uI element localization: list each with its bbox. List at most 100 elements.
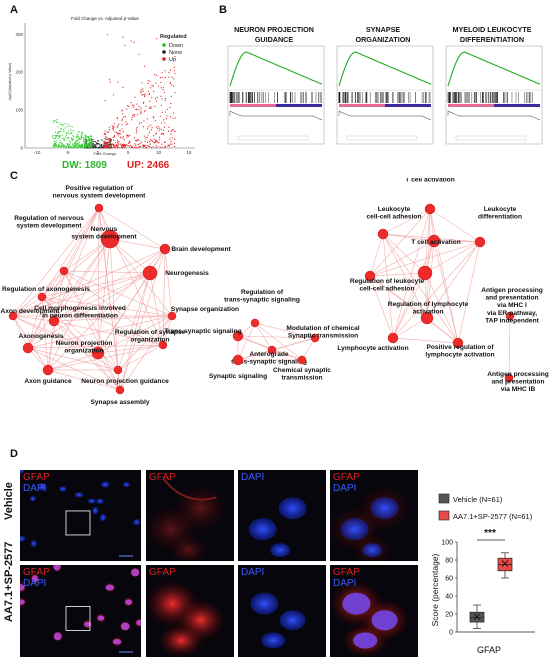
volcano-point-down	[53, 146, 55, 148]
volcano-point-up	[120, 133, 122, 135]
network-node-mod-chem	[310, 333, 320, 343]
volcano-point-up	[133, 104, 135, 106]
volcano-point-up	[148, 92, 151, 95]
volcano-point-up	[162, 129, 165, 132]
volcano-point-none	[98, 147, 100, 149]
panel-label-a: A	[10, 4, 18, 16]
volcano-point-up	[136, 130, 138, 132]
volcano-point-down	[57, 145, 59, 147]
volcano-point-up	[151, 106, 153, 108]
network-edge	[433, 240, 459, 344]
network-node-syn-sig	[232, 354, 244, 366]
volcano-point-down	[56, 121, 58, 123]
volcano-point-up	[171, 136, 173, 139]
volcano-point-down	[74, 146, 76, 148]
channel-label-gfap: GFAP	[333, 472, 360, 483]
network-node-antigen-1	[505, 311, 515, 321]
volcano-point-up	[133, 41, 135, 43]
volcano-point-up	[112, 136, 114, 138]
volcano-point-down	[76, 146, 78, 148]
network-edge	[41, 238, 111, 298]
volcano-point-up	[158, 136, 161, 138]
volcano-point-up	[164, 70, 166, 72]
volcano-point-up	[121, 119, 123, 121]
volcano-point-up	[140, 110, 142, 112]
network-label: Regulation of nervous system development	[14, 215, 84, 230]
volcano-legend-marker	[162, 43, 166, 47]
cell-nucleus	[29, 496, 37, 502]
channel-label-dapi: DAPI	[333, 483, 357, 494]
volcano-point-down	[66, 131, 68, 134]
volcano-point-up	[174, 56, 176, 58]
network-label: Neurogenesis	[165, 270, 209, 277]
volcano-point-none	[92, 145, 94, 147]
network-edge	[41, 296, 164, 346]
volcano-point-up	[126, 136, 128, 138]
network-edge	[119, 248, 166, 391]
network-edge	[369, 275, 394, 339]
cell-nucleus	[20, 599, 25, 605]
network-node-reg-synapse-org	[158, 340, 168, 350]
volcano-x-tick: -10	[34, 150, 41, 155]
channel-label-dapi: DAPI	[333, 578, 357, 589]
volcano-point-down	[80, 132, 83, 134]
volcano-point-up	[169, 143, 171, 145]
channel-label-gfap: GFAP	[333, 567, 360, 578]
volcano-point-up	[122, 113, 124, 115]
volcano-point-down	[59, 139, 61, 141]
network-label: Regulation of lymphocyte activation	[388, 301, 469, 316]
volcano-point-up	[138, 139, 140, 142]
cell-nucleus	[112, 638, 122, 645]
gsea-legend-box	[346, 135, 418, 141]
legend-label-treatment: AA7.1+SP-2577 (N=61)	[453, 512, 533, 521]
cell-nucleus	[362, 543, 383, 558]
gsea-es-curve	[447, 51, 541, 87]
volcano-point-up	[116, 141, 119, 143]
volcano-point-down	[76, 134, 78, 136]
volcano-point-down	[63, 128, 65, 131]
volcano-point-up	[135, 144, 137, 146]
volcano-point-up	[174, 117, 176, 119]
volcano-point-up	[131, 116, 133, 119]
volcano-point-up	[164, 111, 167, 113]
network-edge	[382, 233, 459, 344]
volcano-point-up	[122, 146, 125, 148]
volcano-x-tick: 15	[186, 150, 192, 155]
network-label: Chemical synaptic transmission	[273, 367, 331, 382]
volcano-legend-label: None	[169, 50, 182, 56]
volcano-point-up	[167, 145, 169, 147]
volcano-point-down	[89, 139, 91, 141]
network-edge	[119, 315, 173, 391]
volcano-point-none	[104, 138, 106, 140]
network-edge	[53, 315, 173, 322]
gsea-title: MYELOID LEUKOCYTE	[452, 25, 531, 34]
volcano-point-up	[106, 141, 109, 144]
volcano-point-up	[134, 146, 136, 148]
volcano-point-down	[83, 146, 86, 148]
volcano-point-up	[168, 126, 170, 128]
volcano-point-up	[158, 141, 160, 143]
volcano-point-up	[149, 124, 152, 126]
volcano-point-down	[76, 140, 78, 143]
gsea-es-curve	[338, 51, 432, 87]
volcano-point-up	[170, 130, 172, 132]
volcano-point-up	[172, 129, 174, 131]
volcano-point-down	[52, 144, 54, 146]
volcano-point-none	[101, 143, 103, 145]
volcano-point-up	[153, 117, 155, 119]
volcano-point-up	[144, 95, 146, 97]
volcano-legend-title: Regulated	[160, 34, 187, 40]
network-edge	[27, 207, 100, 349]
volcano-point-up	[148, 131, 151, 134]
volcano-point-down	[66, 126, 68, 128]
channel-label-dapi: DAPI	[23, 483, 47, 494]
volcano-point-down	[52, 122, 54, 124]
volcano-point-up	[123, 139, 125, 141]
network-edge	[424, 272, 459, 344]
volcano-point-down	[56, 134, 58, 137]
volcano-point-up	[155, 146, 157, 148]
volcano-point-none	[107, 138, 109, 140]
network-label: Neuron projection organization	[56, 340, 113, 355]
volcano-point-up	[150, 107, 152, 110]
volcano-point-up	[140, 90, 142, 93]
